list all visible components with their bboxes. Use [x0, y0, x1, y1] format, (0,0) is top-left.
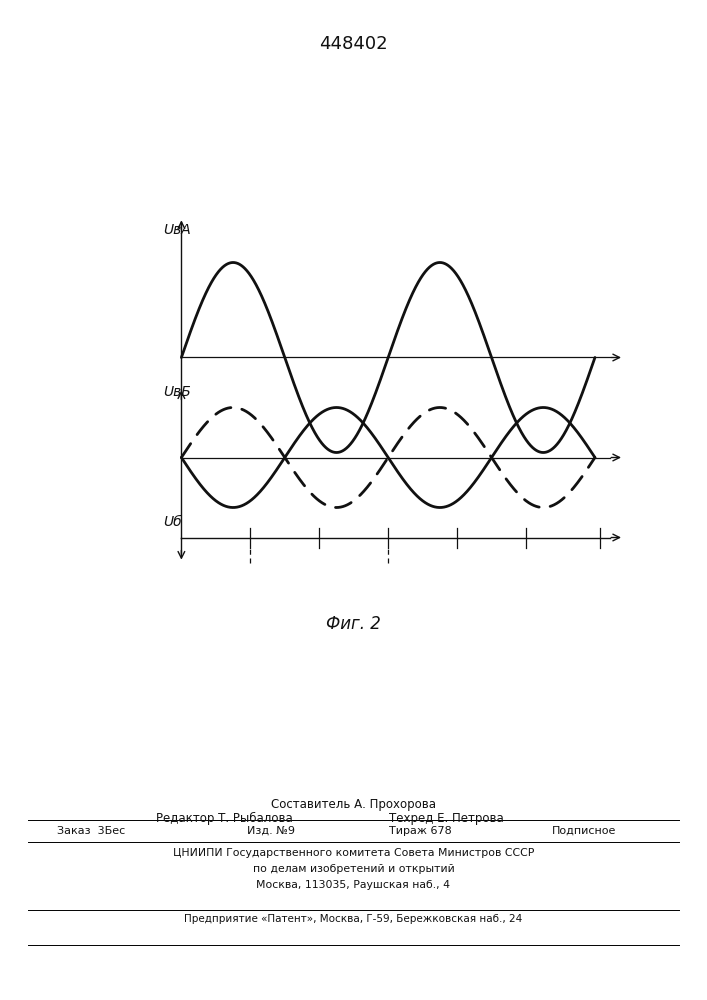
- Text: Москва, 113035, Раушская наб., 4: Москва, 113035, Раушская наб., 4: [257, 880, 450, 890]
- Text: 448402: 448402: [319, 35, 388, 53]
- Text: UвА: UвА: [163, 223, 190, 237]
- Text: Составитель А. Прохорова: Составитель А. Прохорова: [271, 798, 436, 811]
- Text: Заказ  3Бес: Заказ 3Бес: [57, 826, 125, 836]
- Text: Фиг. 2: Фиг. 2: [326, 615, 381, 633]
- Text: UвБ: UвБ: [163, 385, 190, 399]
- Text: Изд. №9: Изд. №9: [247, 826, 296, 836]
- Text: Редактор Т. Рыбалова: Редактор Т. Рыбалова: [156, 812, 292, 825]
- Text: Техред Е. Петрова: Техред Е. Петрова: [389, 812, 503, 825]
- Text: Предприятие «Патент», Москва, Г-59, Бережковская наб., 24: Предприятие «Патент», Москва, Г-59, Бере…: [185, 914, 522, 924]
- Text: по делам изобретений и открытий: по делам изобретений и открытий: [252, 864, 455, 874]
- Text: Подписное: Подписное: [551, 826, 616, 836]
- Text: ЦНИИПИ Государственного комитета Совета Министров СССР: ЦНИИПИ Государственного комитета Совета …: [173, 848, 534, 858]
- Text: Тираж 678: Тираж 678: [389, 826, 452, 836]
- Text: Uб: Uб: [163, 516, 182, 530]
